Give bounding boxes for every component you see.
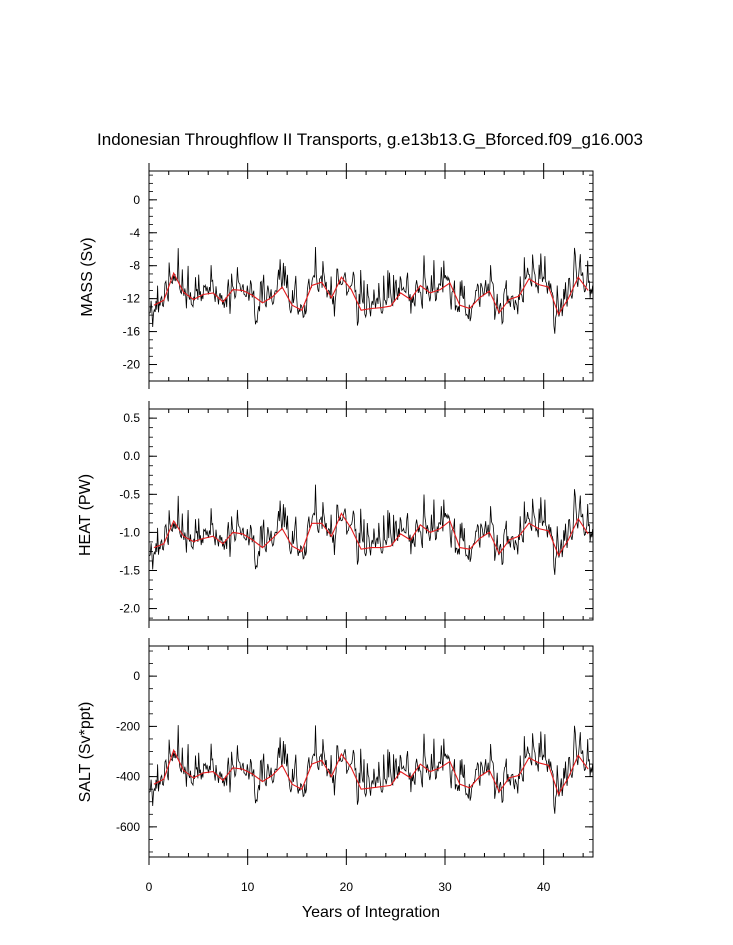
heat-plot-frame (148, 408, 594, 621)
salt-ytick-label: 0 (133, 669, 140, 683)
heat-panel: HEAT (PW) 0.5 0.0 -0.5 -1.0 -1.5 -2.0 (77, 401, 594, 628)
salt-monthly-line (149, 725, 593, 814)
x-tick-label: 0 (146, 880, 153, 894)
mass-ytick-label: -4 (129, 226, 140, 240)
heat-ytick-label: -2.0 (119, 602, 140, 616)
salt-annual-mean-line (153, 748, 589, 796)
salt-ytick-label: -200 (116, 719, 140, 733)
salt-ytick-label: -400 (116, 770, 140, 784)
heat-ytick-label: -0.5 (119, 487, 140, 501)
x-tick-label: 30 (438, 880, 452, 894)
mass-monthly-line (149, 246, 593, 334)
mass-plot-frame (148, 170, 594, 382)
mass-ytick-label: -8 (129, 259, 140, 273)
mass-panel: MASS (Sv) 0 -4 -8 -12 -16 -20 (79, 163, 594, 389)
mass-annual-mean-line (153, 271, 589, 316)
x-tick-label: 20 (340, 880, 354, 894)
mass-ytick-label: 0 (133, 193, 140, 207)
x-tick-label: 40 (537, 880, 551, 894)
salt-plot-frame (148, 645, 594, 858)
heat-annual-mean-line (153, 512, 589, 557)
mass-ytick-label: -12 (123, 292, 141, 306)
salt-panel: SALT (Sv*ppt) 0 -200 -400 -600 (77, 638, 594, 865)
x-axis-label: Years of Integration (302, 904, 440, 921)
heat-ytick-label: -1.5 (119, 563, 140, 577)
salt-ylabel: SALT (Sv*ppt) (77, 702, 94, 803)
salt-ytick-label: -600 (116, 820, 140, 834)
heat-ytick-label: 0.5 (123, 411, 140, 425)
heat-ytick-label: -1.0 (119, 525, 140, 539)
x-tick-labels: 0 10 20 30 40 (146, 880, 551, 894)
mass-ylabel: MASS (Sv) (79, 237, 96, 316)
heat-ytick-label: 0.0 (123, 449, 140, 463)
x-tick-label: 10 (241, 880, 255, 894)
mass-ytick-label: -20 (123, 358, 141, 372)
heat-monthly-line (149, 484, 593, 575)
mass-ytick-label: -16 (123, 325, 141, 339)
heat-ylabel: HEAT (PW) (77, 474, 94, 556)
chart-title: Indonesian Throughflow II Transports, g.… (97, 130, 643, 149)
